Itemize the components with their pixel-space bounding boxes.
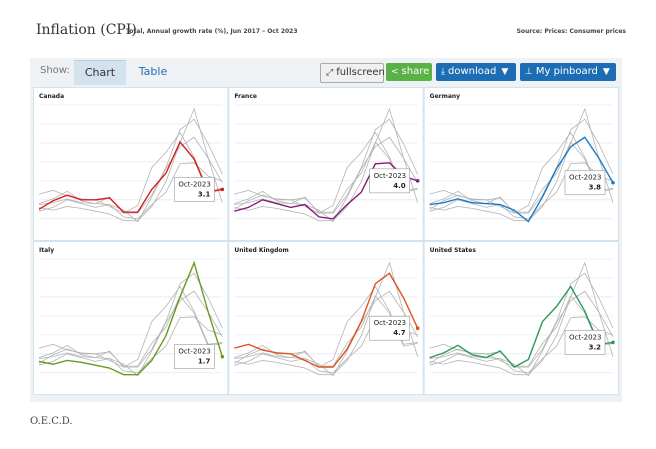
tooltip-value: 4.7 [393,329,406,337]
tooltip-value: 3.1 [198,190,211,198]
context-line-france [38,162,223,220]
series-line-italy [38,260,224,376]
context-line-united-states [38,131,223,214]
series-endpoint [415,326,420,331]
series-line-france [234,162,418,220]
tooltip-box [369,168,410,194]
download-icon: ⤓ [441,67,445,77]
tooltip-value: 1.7 [198,358,211,366]
download-label: download [447,66,497,77]
context-line-germany [38,136,223,223]
tooltip-box [174,344,215,369]
context-line-united-kingdom [429,272,614,368]
share-icon: < [391,67,399,77]
share-button[interactable]: < share [386,63,432,81]
series-endpoint [220,187,225,192]
tooltip-date: Oct-2023 [374,319,406,327]
context-line-canada [429,295,614,367]
chart-frame: Show: Chart Table ⤢ fullscreen < share ⤓ do… [30,58,622,402]
context-line-united-states [234,131,418,214]
panel-title: Italy [39,247,54,254]
panel-italy: Italy Oct-2023 1.7 [33,241,229,395]
panel-germany: Germany Oct-2023 3.8 [423,87,619,241]
footer-credit: O.E.C.D. [30,416,73,427]
toolbar: Show: Chart Table ⤢ fullscreen < share ⤓ do… [30,58,622,85]
context-line-germany [234,136,419,223]
tooltip-date: Oct-2023 [178,348,210,356]
page-title: Inflation (CPI) [36,22,137,38]
tooltip-date: Oct-2023 [374,172,406,180]
context-line-canada [429,141,614,213]
context-line-germany [38,290,223,377]
show-label: Show: [40,65,70,76]
context-line-united-kingdom [38,272,223,368]
small-multiples-chart: Canada Oct-2023 3.1 France Oct-2023 4.0 German… [33,87,619,395]
context-line-italy [234,107,419,222]
tooltip-value: 3.2 [589,343,602,351]
download-button[interactable]: ⤓ download ▼ [436,63,516,81]
expand-icon: ⤢ [326,68,334,78]
context-line-france [38,316,223,374]
context-line-germany [429,290,614,377]
tooltip-box [564,330,606,355]
tooltip-date: Oct-2023 [569,174,601,182]
panel-united-kingdom: United Kingdom Oct-2023 4.7 [228,241,424,395]
context-line-france [429,316,614,374]
panel-canada: Canada Oct-2023 3.1 [33,87,229,241]
series-endpoint [611,180,615,185]
series-line-united-kingdom [234,272,419,368]
series-endpoint [611,340,615,345]
context-line-united-states [38,285,223,368]
context-line-italy [38,107,223,222]
chart-header: Inflation (CPI) Total, Annual growth rat… [36,22,626,44]
panel-france: France Oct-2023 4.0 [228,87,424,241]
tooltip-value: 4.0 [393,182,406,190]
context-line-italy [234,261,419,376]
source-note: Source: Prices: Consumer prices [516,28,626,35]
context-line-united-states [234,285,418,368]
panel-title: Germany [430,93,461,100]
panel-united-states: United States Oct-2023 3.2 [423,241,619,395]
tooltip-box [174,177,215,202]
chevron-down-icon: ▼ [501,67,509,77]
tab-table[interactable]: Table [138,65,168,78]
context-line-canada [38,295,223,367]
fullscreen-button[interactable]: ⤢ fullscreen [320,63,385,83]
panel-title: Canada [39,93,64,100]
tooltip-value: 3.8 [589,184,602,192]
context-line-united-kingdom [234,118,419,214]
tab-chart[interactable]: Chart [74,60,126,85]
pinboard-button[interactable]: ⊥ My pinboard ▼ [520,63,616,81]
tooltip-date: Oct-2023 [569,333,601,341]
chart-area: Canada Oct-2023 3.1 France Oct-2023 4.0 German… [33,87,619,395]
series-endpoint [415,179,420,183]
context-line-canada [234,141,418,213]
context-line-germany [234,290,419,377]
tooltip-box [564,170,606,196]
share-label: share [401,66,430,77]
context-line-united-states [429,131,614,214]
pinboard-label: My pinboard [535,66,598,77]
series-line-germany [429,136,614,223]
pin-icon: ⊥ [525,67,533,77]
series-line-canada [38,140,223,213]
panel-title: France [234,93,257,100]
tooltip-box [369,315,410,341]
context-line-united-kingdom [429,118,614,214]
chevron-down-icon: ▼ [602,67,610,77]
panel-title: United Kingdom [234,247,288,254]
context-line-france [429,162,614,220]
series-line-united-states [429,285,614,368]
context-line-italy [429,261,614,376]
fullscreen-label: fullscreen [336,67,385,78]
panel-title: United States [430,247,477,254]
tooltip-date: Oct-2023 [178,180,210,188]
series-endpoint [220,354,225,359]
chart-subtitle: Total, Annual growth rate (%), Jun 2017 … [126,28,298,35]
context-line-italy [429,107,614,222]
